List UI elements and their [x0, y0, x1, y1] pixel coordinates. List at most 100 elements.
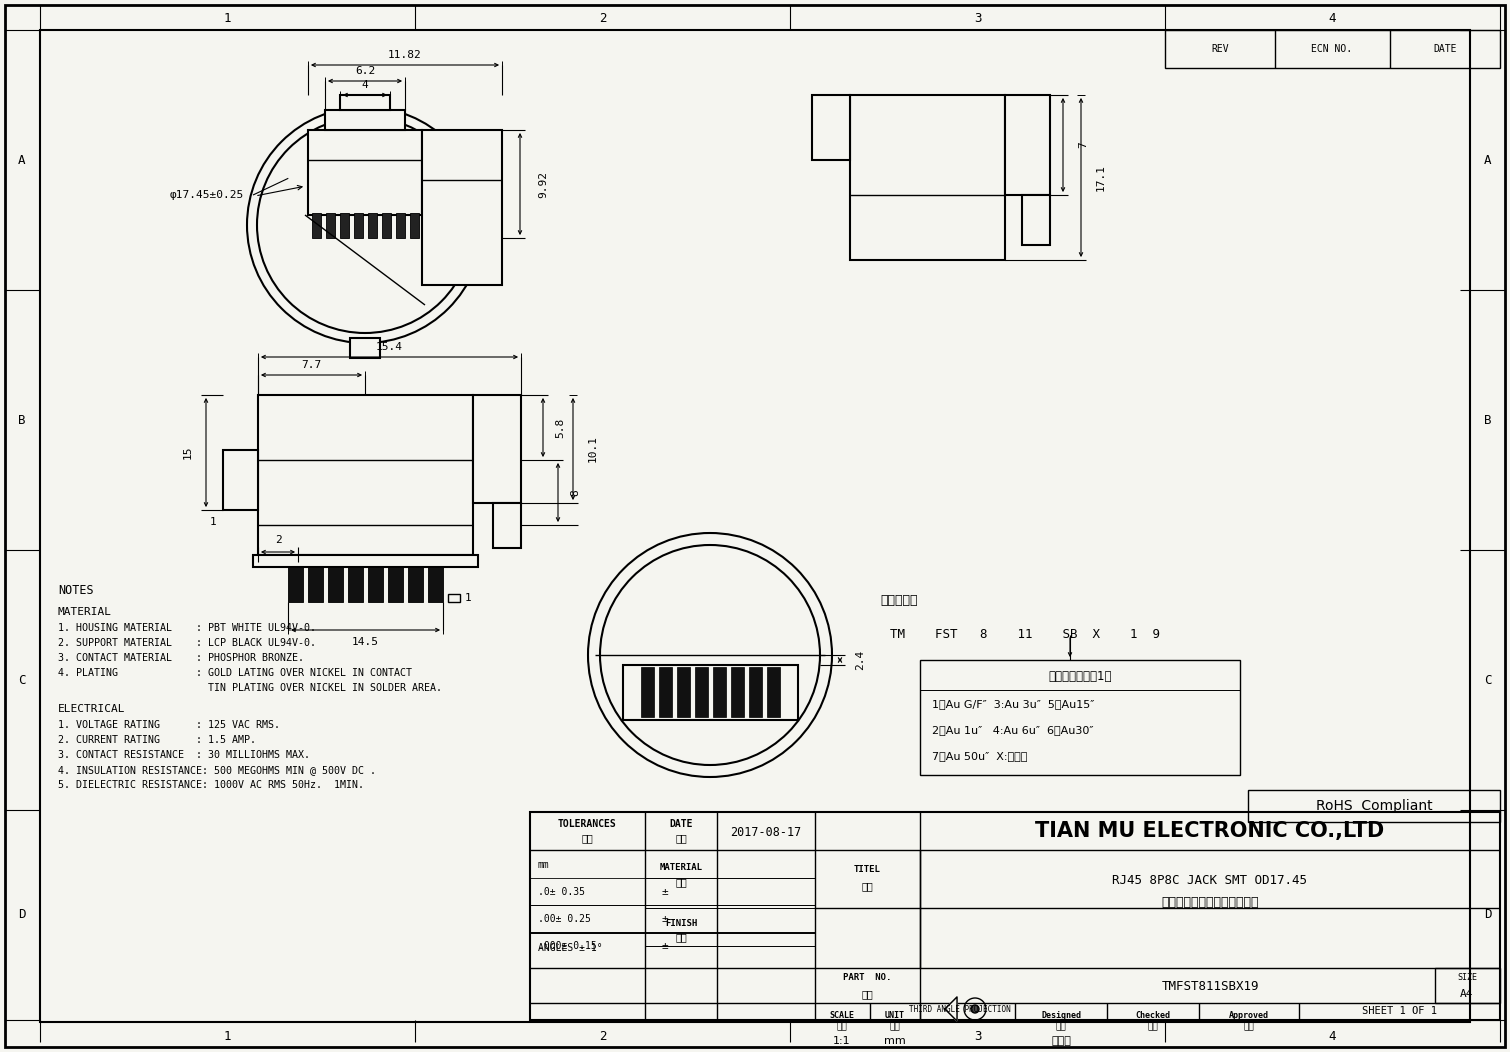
Text: MATERIAL: MATERIAL — [57, 607, 112, 618]
Text: TMFST811SBX19: TMFST811SBX19 — [1161, 979, 1259, 992]
Text: B: B — [1484, 413, 1492, 426]
Bar — [676, 667, 690, 717]
Text: .0± 0.35: .0± 0.35 — [538, 887, 584, 897]
Text: A: A — [1484, 154, 1492, 166]
Bar — [411, 213, 418, 238]
Text: REV: REV — [1211, 44, 1229, 54]
Text: 15.4: 15.4 — [376, 342, 403, 352]
Text: 料号: 料号 — [861, 989, 873, 999]
Text: D: D — [18, 909, 26, 922]
Text: 4: 4 — [1329, 1030, 1336, 1043]
Bar — [396, 213, 405, 238]
Bar — [326, 213, 335, 238]
Text: mm: mm — [538, 859, 550, 870]
Bar — [308, 567, 323, 602]
Text: 8: 8 — [569, 489, 580, 495]
Text: 2：Au 1u″   4:Au 6u″  6：Au30″: 2：Au 1u″ 4:Au 6u″ 6：Au30″ — [932, 725, 1093, 735]
Bar — [313, 213, 322, 238]
Bar — [350, 338, 381, 358]
Text: 编码原则：: 编码原则： — [880, 593, 918, 607]
Text: 3: 3 — [974, 12, 982, 24]
Text: ECN NO.: ECN NO. — [1312, 44, 1353, 54]
Text: SCALE: SCALE — [829, 1011, 855, 1019]
Text: 3. CONTACT MATERIAL    : PHOSPHOR BRONZE.: 3. CONTACT MATERIAL : PHOSPHOR BRONZE. — [57, 653, 304, 663]
Bar — [353, 213, 362, 238]
Bar — [731, 667, 744, 717]
Bar — [642, 667, 654, 717]
Text: Designed: Designed — [1040, 1011, 1081, 1019]
Text: 核准: 核准 — [1244, 1023, 1255, 1032]
Bar — [388, 567, 403, 602]
Bar — [258, 394, 473, 555]
Text: FINISH: FINISH — [664, 918, 698, 928]
Text: DATE: DATE — [669, 820, 693, 829]
Bar — [448, 594, 461, 602]
Bar — [767, 667, 781, 717]
Bar — [624, 665, 797, 720]
Bar — [347, 567, 362, 602]
Text: TM    FST   8    11    SB  X    1  9: TM FST 8 11 SB X 1 9 — [889, 628, 1160, 642]
Text: D: D — [1484, 909, 1492, 922]
Text: 1：Au G/F″  3:Au 3u″  5：Au15″: 1：Au G/F″ 3:Au 3u″ 5：Au15″ — [932, 699, 1095, 709]
Text: 6.2: 6.2 — [355, 66, 374, 76]
Text: A4: A4 — [1460, 989, 1474, 999]
Bar — [382, 213, 391, 238]
Text: 材质: 材质 — [675, 877, 687, 887]
Text: mm: mm — [885, 1036, 906, 1046]
Bar — [713, 667, 726, 717]
Text: 3. CONTACT RESISTANCE  : 30 MILLIOHMS MAX.: 3. CONTACT RESISTANCE : 30 MILLIOHMS MAX… — [57, 750, 310, 760]
Bar — [1247, 790, 1499, 822]
Text: SIZE: SIZE — [1457, 973, 1477, 983]
Text: PART  NO.: PART NO. — [843, 973, 891, 983]
Text: 张旺新: 张旺新 — [1051, 1036, 1071, 1046]
Text: 7.7: 7.7 — [302, 360, 322, 370]
Text: THIRD ANGLE PROJECTION: THIRD ANGLE PROJECTION — [909, 1006, 1010, 1014]
Text: 1: 1 — [210, 517, 216, 527]
Text: 2. SUPPORT MATERIAL    : LCP BLACK UL94V-0.: 2. SUPPORT MATERIAL : LCP BLACK UL94V-0. — [57, 638, 316, 648]
Bar — [328, 567, 343, 602]
Text: DATE: DATE — [1433, 44, 1457, 54]
Bar — [530, 812, 1499, 1020]
Text: 比例: 比例 — [837, 1023, 847, 1032]
Text: 2: 2 — [599, 1030, 606, 1043]
Text: MATERIAL: MATERIAL — [660, 864, 702, 872]
Text: 2: 2 — [599, 12, 606, 24]
Bar — [223, 450, 258, 510]
Bar — [308, 130, 421, 215]
Bar — [749, 667, 763, 717]
Text: Approved: Approved — [1229, 1011, 1268, 1019]
Text: .000± 0.15: .000± 0.15 — [538, 940, 596, 951]
Text: 日期: 日期 — [675, 833, 687, 843]
Polygon shape — [945, 997, 957, 1021]
Text: TOLERANCES: TOLERANCES — [557, 820, 616, 829]
Bar — [368, 567, 384, 602]
Polygon shape — [945, 997, 957, 1021]
Text: 4: 4 — [361, 80, 368, 90]
Text: Checked: Checked — [1136, 1011, 1170, 1019]
Bar — [254, 555, 479, 567]
Text: .00± 0.25: .00± 0.25 — [538, 914, 590, 924]
Text: RoHS  Compliant: RoHS Compliant — [1315, 800, 1433, 813]
Text: C: C — [18, 673, 26, 687]
Text: 1: 1 — [465, 593, 471, 603]
Bar — [920, 660, 1240, 775]
Text: 2: 2 — [275, 535, 281, 545]
Text: 17.1: 17.1 — [1096, 164, 1105, 191]
Text: 4. INSULATION RESISTANCE: 500 MEGOHMS MIN @ 500V DC .: 4. INSULATION RESISTANCE: 500 MEGOHMS MI… — [57, 765, 376, 775]
Text: 7: 7 — [1078, 142, 1089, 148]
Text: ANGLES ± 1°: ANGLES ± 1° — [538, 943, 602, 953]
Text: TITEL: TITEL — [853, 866, 880, 874]
Text: A: A — [18, 154, 26, 166]
Text: 2017-08-17: 2017-08-17 — [731, 826, 802, 838]
Bar — [421, 130, 501, 285]
Bar — [325, 110, 405, 130]
Bar — [695, 667, 708, 717]
Text: 1: 1 — [223, 12, 231, 24]
Bar — [340, 213, 349, 238]
Bar — [408, 567, 423, 602]
Text: 单位: 单位 — [889, 1023, 900, 1032]
Text: 9.92: 9.92 — [538, 170, 548, 198]
Bar — [1166, 31, 1499, 68]
Text: ELECTRICAL: ELECTRICAL — [57, 704, 125, 714]
Bar — [812, 95, 850, 160]
